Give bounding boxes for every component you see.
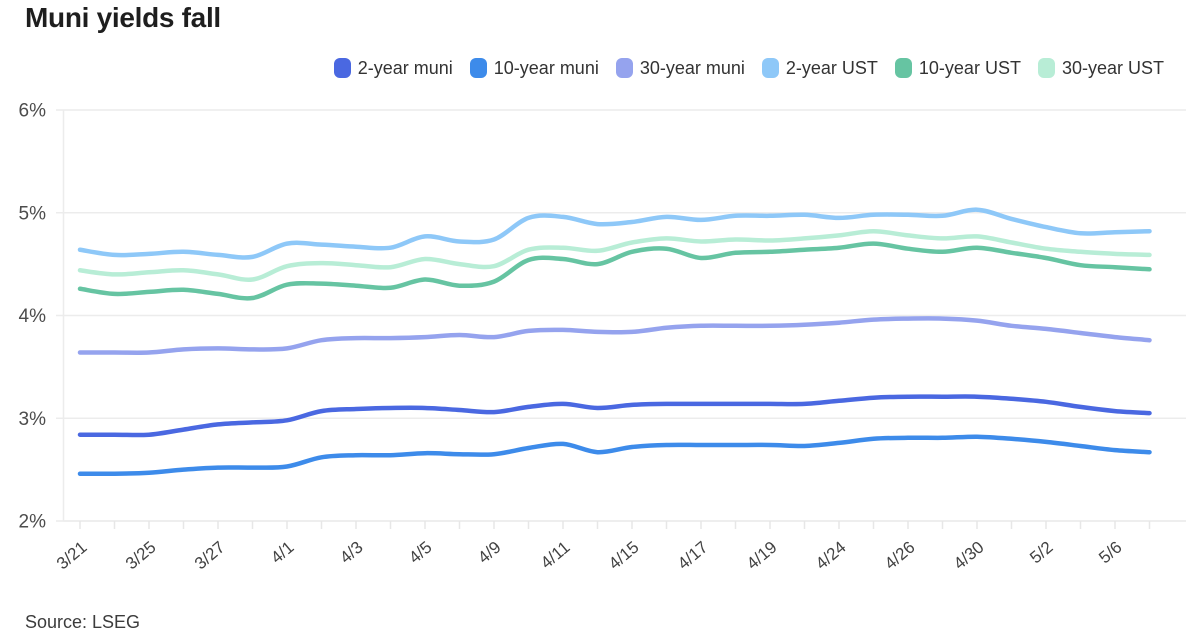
legend-swatch-icon (761, 58, 779, 78)
legend-item: 10-year UST (894, 57, 1021, 79)
x-axis-tick-label: 3/27 (191, 538, 229, 574)
x-axis-tick-label: 4/15 (605, 538, 643, 574)
series-line-2-year-muni (77, 394, 1152, 438)
legend-swatch-icon (1037, 58, 1055, 78)
x-axis-tick-label: 4/17 (674, 538, 712, 574)
legend-item: 2-year UST (761, 57, 878, 79)
legend-label: 10-year UST (918, 57, 1021, 78)
source-note: Source: LSEG (25, 612, 141, 632)
legend-label: 30-year muni (639, 57, 745, 78)
x-axis-tick-label: 3/25 (122, 538, 160, 574)
y-axis-tick-label: 6% (19, 101, 47, 122)
series-line-30-year-muni (77, 316, 1152, 355)
x-axis-tick-label: 4/19 (743, 538, 781, 574)
x-axis-tick-label: 4/30 (950, 538, 988, 574)
x-axis-tick-label: 4/11 (537, 538, 574, 573)
x-axis-tick-label: 4/26 (881, 538, 919, 574)
series-line-10-year-ust (77, 241, 1152, 301)
legend-item: 30-year UST (1037, 57, 1164, 79)
series-line-30-year-ust (77, 228, 1152, 282)
y-axis-tick-label: 2% (19, 512, 47, 533)
x-axis-tick-label: 4/1 (267, 538, 297, 568)
x-axis-tick-label: 4/24 (812, 538, 850, 574)
x-axis-tick-label: 5/2 (1026, 538, 1056, 568)
x-axis-tick-label: 4/3 (336, 538, 366, 568)
x-axis-tick-label: 4/5 (405, 538, 435, 568)
series-line-10-year-muni (77, 434, 1152, 477)
legend-item: 2-year muni (333, 57, 453, 79)
x-axis-tick-label: 5/6 (1095, 538, 1125, 568)
y-axis-tick-label: 5% (19, 203, 47, 224)
legend-label: 2-year UST (785, 57, 878, 78)
legend-label: 10-year muni (493, 57, 599, 78)
legend-swatch-icon (333, 58, 351, 78)
legend-item: 10-year muni (469, 57, 599, 79)
x-axis-tick-label: 3/21 (53, 538, 91, 574)
legend-swatch-icon (469, 58, 487, 78)
legend-swatch-icon (894, 58, 912, 78)
legend-item: 30-year muni (615, 57, 745, 79)
series-line-2-year-ust (77, 207, 1152, 260)
legend: 2-year muni 10-year muni 30-year muni 2-yea… (0, 56, 1164, 80)
y-axis-tick-label: 4% (19, 306, 47, 327)
legend-swatch-icon (615, 58, 633, 78)
x-axis-tick-label: 4/9 (474, 538, 504, 568)
chart-title: Muni yields fall (25, 2, 221, 33)
legend-label: 30-year UST (1061, 57, 1164, 78)
y-axis-tick-label: 3% (19, 409, 47, 430)
legend-label: 2-year muni (357, 57, 453, 78)
